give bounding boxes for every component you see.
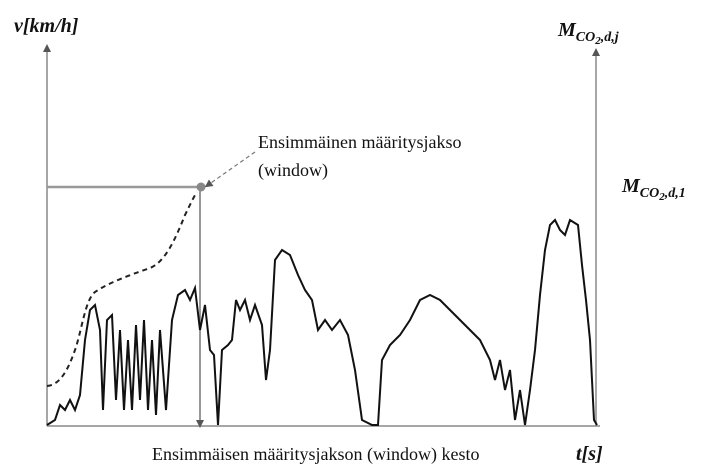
annotation-line: (window) xyxy=(258,160,328,181)
x-axis-label: t[s] xyxy=(576,443,603,465)
x-caption: Ensimmäisen määritysjakson (window) kest… xyxy=(152,444,479,465)
subscript: ,d,1 xyxy=(664,186,686,201)
window-point xyxy=(196,182,206,192)
annotation-line: Ensimmäinen määritysjakso xyxy=(258,132,461,152)
subscript: CO xyxy=(640,186,659,201)
subscript: 2 xyxy=(594,35,601,47)
subscript: ,d,j xyxy=(600,30,619,45)
cumulative-co2-curve xyxy=(46,191,198,387)
symbol: M xyxy=(557,19,577,41)
subscript: 2 xyxy=(658,191,665,203)
speed-trace xyxy=(46,218,598,426)
subscript: CO xyxy=(576,30,595,45)
annotation-arrow xyxy=(204,151,256,188)
symbol: M xyxy=(621,175,641,197)
y2-axis-label: MCO2,d,j xyxy=(557,19,619,47)
y-axis-label: v[km/h] xyxy=(14,15,79,37)
level-label: MCO2,d,1 xyxy=(621,175,686,203)
